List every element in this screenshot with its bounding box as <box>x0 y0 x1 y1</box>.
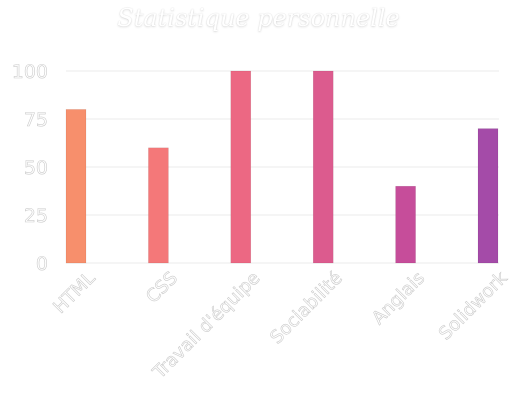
bar <box>477 128 499 264</box>
y-tick-label: 50 <box>24 157 48 179</box>
y-tick-label: 0 <box>36 253 48 275</box>
bar <box>312 70 334 264</box>
y-tick-label: 25 <box>24 205 48 227</box>
bar <box>395 185 416 264</box>
x-tick-label: Sociabilité <box>266 268 347 349</box>
y-axis-ticks: 0 25 50 75 100 <box>11 61 48 276</box>
gridlines <box>66 70 499 264</box>
bars <box>65 70 499 264</box>
y-tick-label: 75 <box>24 109 48 131</box>
x-tick-label: Anglais <box>368 268 429 329</box>
x-tick-label: Solidwork <box>435 267 512 344</box>
bar <box>148 147 169 264</box>
y-tick-label: 100 <box>12 61 48 83</box>
chart-title: Statistique personnelle <box>117 4 400 32</box>
bar <box>230 70 252 264</box>
x-tick-label: CSS <box>142 268 182 308</box>
bar <box>65 109 87 264</box>
x-tick-label: HTML <box>49 268 99 318</box>
